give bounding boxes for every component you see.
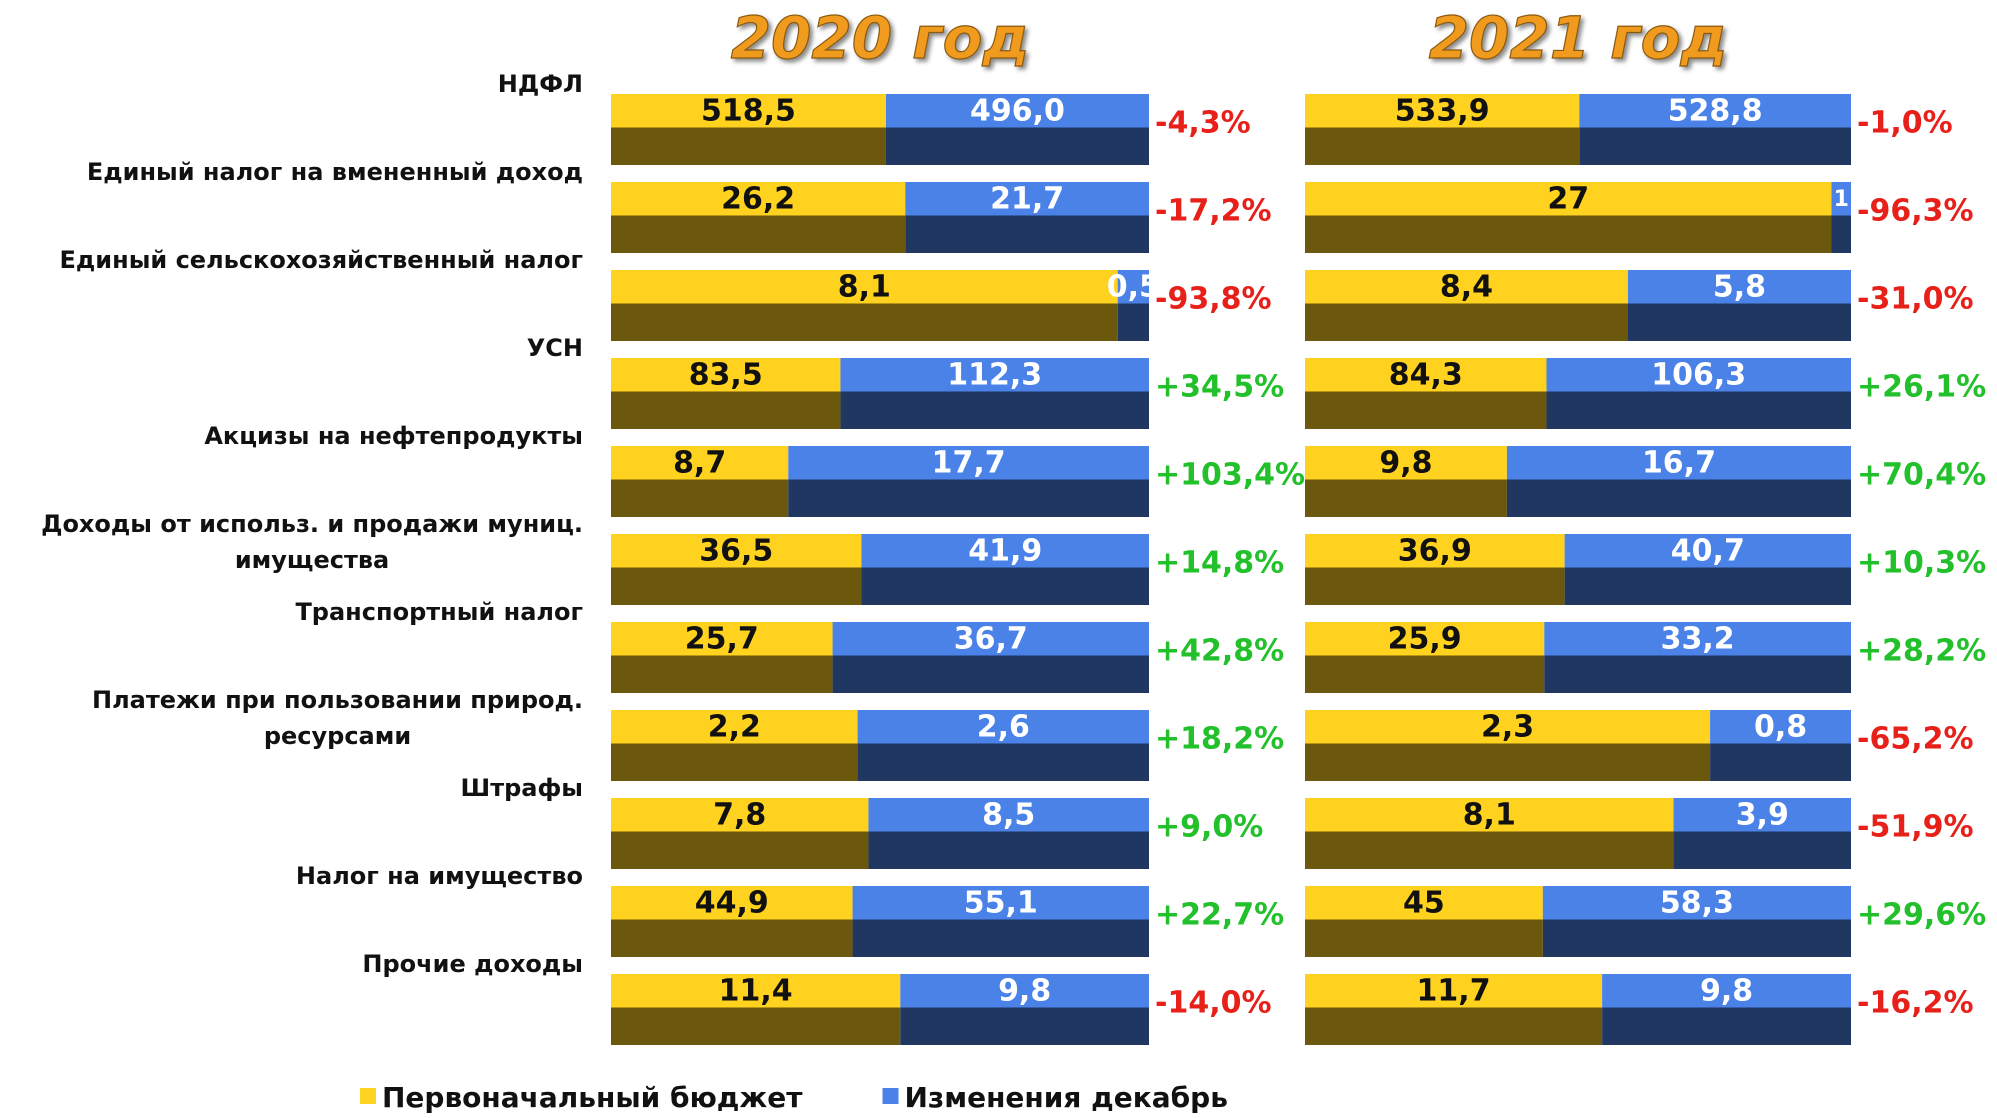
value-label: 21,7 <box>990 182 1064 217</box>
legend-swatch <box>360 1088 376 1104</box>
value-label: 58,3 <box>1660 886 1734 921</box>
chart-title: 2021 год <box>1429 4 1728 72</box>
value-label: 9,8 <box>1700 974 1753 1009</box>
category-label: Акцизы на нефтепродукты <box>204 418 583 454</box>
page: 2020 год 518,5 496,0 -4,3% 26,2 21,7 -17,2% 8,1… <box>0 0 1997 1118</box>
category-label: Штрафы <box>461 770 583 806</box>
legend-swatch <box>883 1088 899 1104</box>
value-label: 2,3 <box>1481 710 1534 745</box>
value-label: 11,7 <box>1417 974 1491 1009</box>
value-label: 2,2 <box>708 710 761 745</box>
change-label: +34,5% <box>1155 370 1284 405</box>
value-label: 8,7 <box>673 446 726 481</box>
value-label: 3,9 <box>1736 798 1789 833</box>
value-label: 36,9 <box>1398 534 1472 569</box>
change-label: +42,8% <box>1155 634 1284 669</box>
value-label: 27 <box>1547 182 1589 217</box>
value-label: 16,7 <box>1642 446 1716 481</box>
category-label: Единый налог на вмененный доход <box>87 154 583 190</box>
category-label: Единый сельскохозяйственный налог <box>60 242 583 278</box>
value-label: 112,3 <box>947 358 1042 393</box>
change-label: +18,2% <box>1155 722 1284 757</box>
value-label: 26,2 <box>721 182 795 217</box>
value-label: 36,7 <box>954 622 1028 657</box>
change-label: -14,0% <box>1155 986 1272 1021</box>
value-label: 1 <box>1834 187 1849 212</box>
value-label: 8,1 <box>838 270 891 305</box>
value-label: 0,8 <box>1754 710 1807 745</box>
value-label: 11,4 <box>719 974 793 1009</box>
value-label: 9,8 <box>998 974 1051 1009</box>
category-label: НДФЛ <box>498 66 583 102</box>
change-label: -93,8% <box>1155 282 1272 317</box>
category-label: УСН <box>527 330 583 366</box>
category-label: Платежи при пользовании природ. ресурсам… <box>92 682 583 754</box>
value-label: 7,8 <box>713 798 766 833</box>
value-label: 25,7 <box>685 622 759 657</box>
change-label: +9,0% <box>1155 810 1263 845</box>
legend-label: Первоначальный бюджет <box>382 1081 803 1114</box>
change-label: +70,4% <box>1857 458 1986 493</box>
value-label: 33,2 <box>1661 622 1735 657</box>
change-label: +26,1% <box>1857 370 1986 405</box>
value-label: 40,7 <box>1671 534 1745 569</box>
value-label: 41,9 <box>968 534 1042 569</box>
change-label: -16,2% <box>1857 986 1974 1021</box>
value-label: 84,3 <box>1389 358 1463 393</box>
change-label: +14,8% <box>1155 546 1284 581</box>
chart-title: 2020 год <box>731 4 1030 72</box>
change-label: -17,2% <box>1155 194 1272 229</box>
value-label: 8,4 <box>1440 270 1493 305</box>
legend-label: Изменения декабрь <box>905 1081 1228 1114</box>
change-label: -96,3% <box>1857 194 1974 229</box>
value-label: 0,5 <box>1107 270 1160 305</box>
value-label: 5,8 <box>1713 270 1766 305</box>
change-label: -31,0% <box>1857 282 1974 317</box>
value-label: 36,5 <box>699 534 773 569</box>
value-label: 106,3 <box>1651 358 1746 393</box>
change-label: -4,3% <box>1155 106 1251 141</box>
change-label: -51,9% <box>1857 810 1974 845</box>
value-label: 25,9 <box>1388 622 1462 657</box>
category-label: Транспортный налог <box>295 594 583 630</box>
value-label: 518,5 <box>701 94 796 129</box>
change-label: +10,3% <box>1857 546 1986 581</box>
value-label: 55,1 <box>964 886 1038 921</box>
category-label: Прочие доходы <box>362 946 583 982</box>
value-label: 44,9 <box>695 886 769 921</box>
value-label: 9,8 <box>1379 446 1432 481</box>
value-label: 17,7 <box>932 446 1006 481</box>
change-label: +28,2% <box>1857 634 1986 669</box>
value-label: 496,0 <box>970 94 1065 129</box>
value-label: 8,5 <box>982 798 1035 833</box>
category-label: Налог на имущество <box>296 858 583 894</box>
value-label: 2,6 <box>977 710 1030 745</box>
category-label: Доходы от использ. и продажи муниц. имущ… <box>41 506 583 578</box>
value-label: 8,1 <box>1463 798 1516 833</box>
change-label: +29,6% <box>1857 898 1986 933</box>
value-label: 45 <box>1403 886 1445 921</box>
change-label: -1,0% <box>1857 106 1953 141</box>
value-label: 83,5 <box>689 358 763 393</box>
value-label: 533,9 <box>1395 94 1490 129</box>
change-label: +103,4% <box>1155 458 1305 493</box>
change-label: +22,7% <box>1155 898 1284 933</box>
value-label: 528,8 <box>1668 94 1763 129</box>
change-label: -65,2% <box>1857 722 1974 757</box>
